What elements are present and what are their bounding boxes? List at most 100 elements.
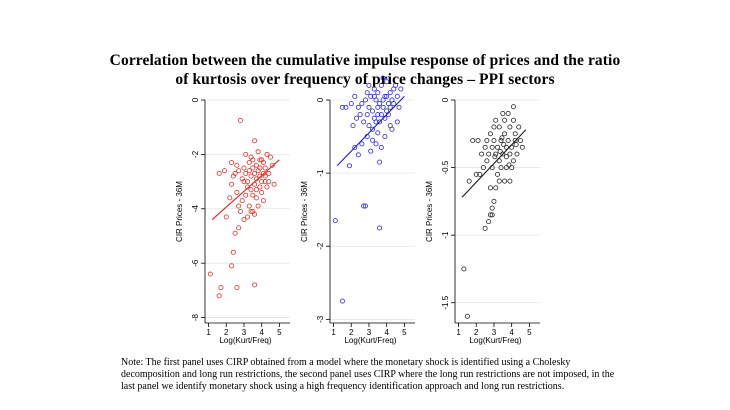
- data-point: [491, 124, 497, 130]
- data-point: [513, 142, 519, 148]
- data-point: [512, 131, 518, 137]
- data-point: [253, 176, 259, 182]
- data-point: [384, 93, 390, 99]
- data-point: [234, 285, 240, 291]
- data-point: [394, 119, 400, 125]
- data-point: [375, 90, 381, 96]
- fit-line: [461, 129, 527, 198]
- y-tick-label: -4: [191, 205, 200, 213]
- data-point: [477, 171, 483, 177]
- data-point: [236, 203, 242, 209]
- y-tick-label: 0: [441, 97, 450, 102]
- data-point: [332, 218, 338, 224]
- data-point: [207, 271, 213, 277]
- data-point: [255, 149, 261, 155]
- x-tick-label: 1: [206, 328, 211, 337]
- data-point: [487, 131, 493, 137]
- data-point: [496, 178, 502, 184]
- data-point: [378, 112, 384, 118]
- data-point: [339, 298, 345, 304]
- data-point: [489, 144, 495, 150]
- fit-line: [336, 95, 405, 167]
- scatter-panels: 0 -2 -4 -6 -8 1 2 3 4 5 Log(Kurt/Freq) CIR Prices -…: [175, 75, 540, 345]
- data-point: [237, 117, 243, 123]
- data-point: [498, 165, 504, 171]
- y-tick-label: 0: [191, 97, 200, 102]
- data-point: [519, 144, 525, 150]
- x-tick-label: 5: [402, 328, 407, 337]
- data-point: [257, 184, 263, 190]
- data-point: [236, 225, 242, 231]
- data-point: [352, 145, 358, 150]
- data-point: [484, 138, 490, 144]
- data-point: [489, 212, 495, 218]
- data-point: [361, 203, 367, 209]
- data-point: [236, 168, 242, 174]
- data-point: [248, 209, 254, 214]
- data-point: [248, 154, 254, 160]
- data-point: [343, 104, 349, 110]
- data-point: [496, 158, 502, 164]
- data-point: [268, 154, 273, 160]
- x-tick-label: 2: [224, 328, 229, 337]
- data-point: [503, 154, 509, 160]
- x-tick-label: 5: [277, 328, 282, 337]
- data-point: [479, 151, 485, 157]
- data-point: [486, 151, 492, 157]
- data-point: [253, 195, 259, 201]
- data-point: [370, 137, 375, 143]
- data-point: [493, 117, 499, 123]
- data-point: [384, 79, 390, 85]
- data-point: [262, 165, 268, 171]
- y-tick-label: -6: [191, 259, 200, 267]
- data-point: [486, 219, 492, 225]
- data-point: [230, 249, 236, 255]
- data-point: [339, 104, 345, 110]
- data-point: [505, 138, 511, 144]
- data-point: [252, 282, 258, 288]
- y-tick-label: -2: [191, 150, 200, 158]
- data-point: [470, 138, 476, 144]
- data-point: [262, 179, 268, 185]
- data-point: [241, 217, 247, 223]
- chart-title-line-1: Correlation between the cumulative impul…: [109, 52, 621, 69]
- data-point: [466, 178, 472, 184]
- data-point: [489, 205, 495, 211]
- data-point: [357, 112, 363, 118]
- data-point: [375, 130, 381, 136]
- data-point: [382, 134, 388, 140]
- data-point: [503, 144, 509, 150]
- data-point: [259, 189, 265, 195]
- data-point: [245, 214, 250, 220]
- data-point: [248, 187, 254, 193]
- data-point: [371, 93, 377, 99]
- data-point: [350, 123, 356, 129]
- data-point: [264, 184, 270, 190]
- x-tick-label: 2: [349, 328, 354, 337]
- data-point: [266, 170, 272, 176]
- y-axis-title: CIR Prices - 36M: [175, 181, 184, 242]
- data-point: [380, 75, 386, 81]
- y-tick-label: -2: [316, 242, 325, 250]
- data-point: [359, 141, 365, 147]
- data-point: [464, 313, 470, 319]
- x-tick-label: 4: [259, 328, 264, 337]
- data-point: [362, 203, 368, 209]
- data-point: [377, 225, 383, 231]
- y-tick-label: -1: [316, 169, 325, 177]
- data-point: [250, 192, 256, 198]
- data-point: [518, 138, 523, 144]
- data-point: [371, 86, 377, 92]
- data-point: [377, 159, 383, 165]
- data-point: [252, 181, 258, 187]
- data-point: [216, 293, 222, 299]
- data-point: [355, 152, 361, 158]
- data-point: [398, 86, 404, 92]
- data-point: [259, 179, 265, 185]
- data-point: [218, 285, 224, 291]
- data-point: [352, 93, 358, 99]
- y-tick-label: -1: [441, 231, 450, 239]
- data-point: [257, 157, 263, 163]
- data-point: [493, 151, 499, 157]
- data-point: [375, 104, 381, 110]
